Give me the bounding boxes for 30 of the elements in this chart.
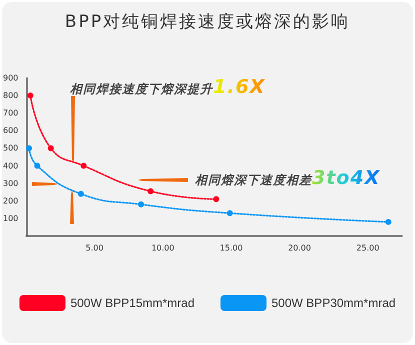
y-tick-label: 400 <box>2 161 18 170</box>
y-tick-label: 700 <box>2 108 18 118</box>
x-tick-label: 10.00 <box>151 244 174 252</box>
annotation: 相同焊接速度下熔深提升1.6X <box>70 76 266 98</box>
y-tick-label: 100 <box>2 214 18 223</box>
x-tick-label: 15.00 <box>220 244 243 252</box>
point <box>26 145 32 152</box>
point <box>213 196 220 202</box>
y-tick-label: 900 <box>2 74 18 82</box>
point <box>138 201 144 208</box>
x-tick-label: 5.00 <box>86 244 104 252</box>
point <box>148 188 154 194</box>
legend-label: 500W BPP15mm*mrad <box>70 296 195 310</box>
y-tick-label: 200 <box>2 196 18 206</box>
point <box>48 145 54 152</box>
point <box>27 92 34 99</box>
y-tick-label: 800 <box>2 91 18 100</box>
point <box>80 162 87 169</box>
y-tick-label: 500 <box>2 144 18 153</box>
point <box>385 218 392 225</box>
y-tick-label: 300 <box>2 178 18 188</box>
x-tick-label: 20.00 <box>288 244 311 252</box>
annotation: 相同熔深下速度相差3to4X <box>195 167 380 189</box>
x-tick-label: 25.00 <box>356 244 380 252</box>
point <box>78 190 84 197</box>
point <box>34 162 40 169</box>
y-tick-label: 600 <box>2 126 18 136</box>
point <box>226 210 233 216</box>
legend-label: 500W BPP30mm*mrad <box>272 296 396 310</box>
chart-title: BPP对纯铜焊接速度或熔深的影响 <box>64 11 352 33</box>
